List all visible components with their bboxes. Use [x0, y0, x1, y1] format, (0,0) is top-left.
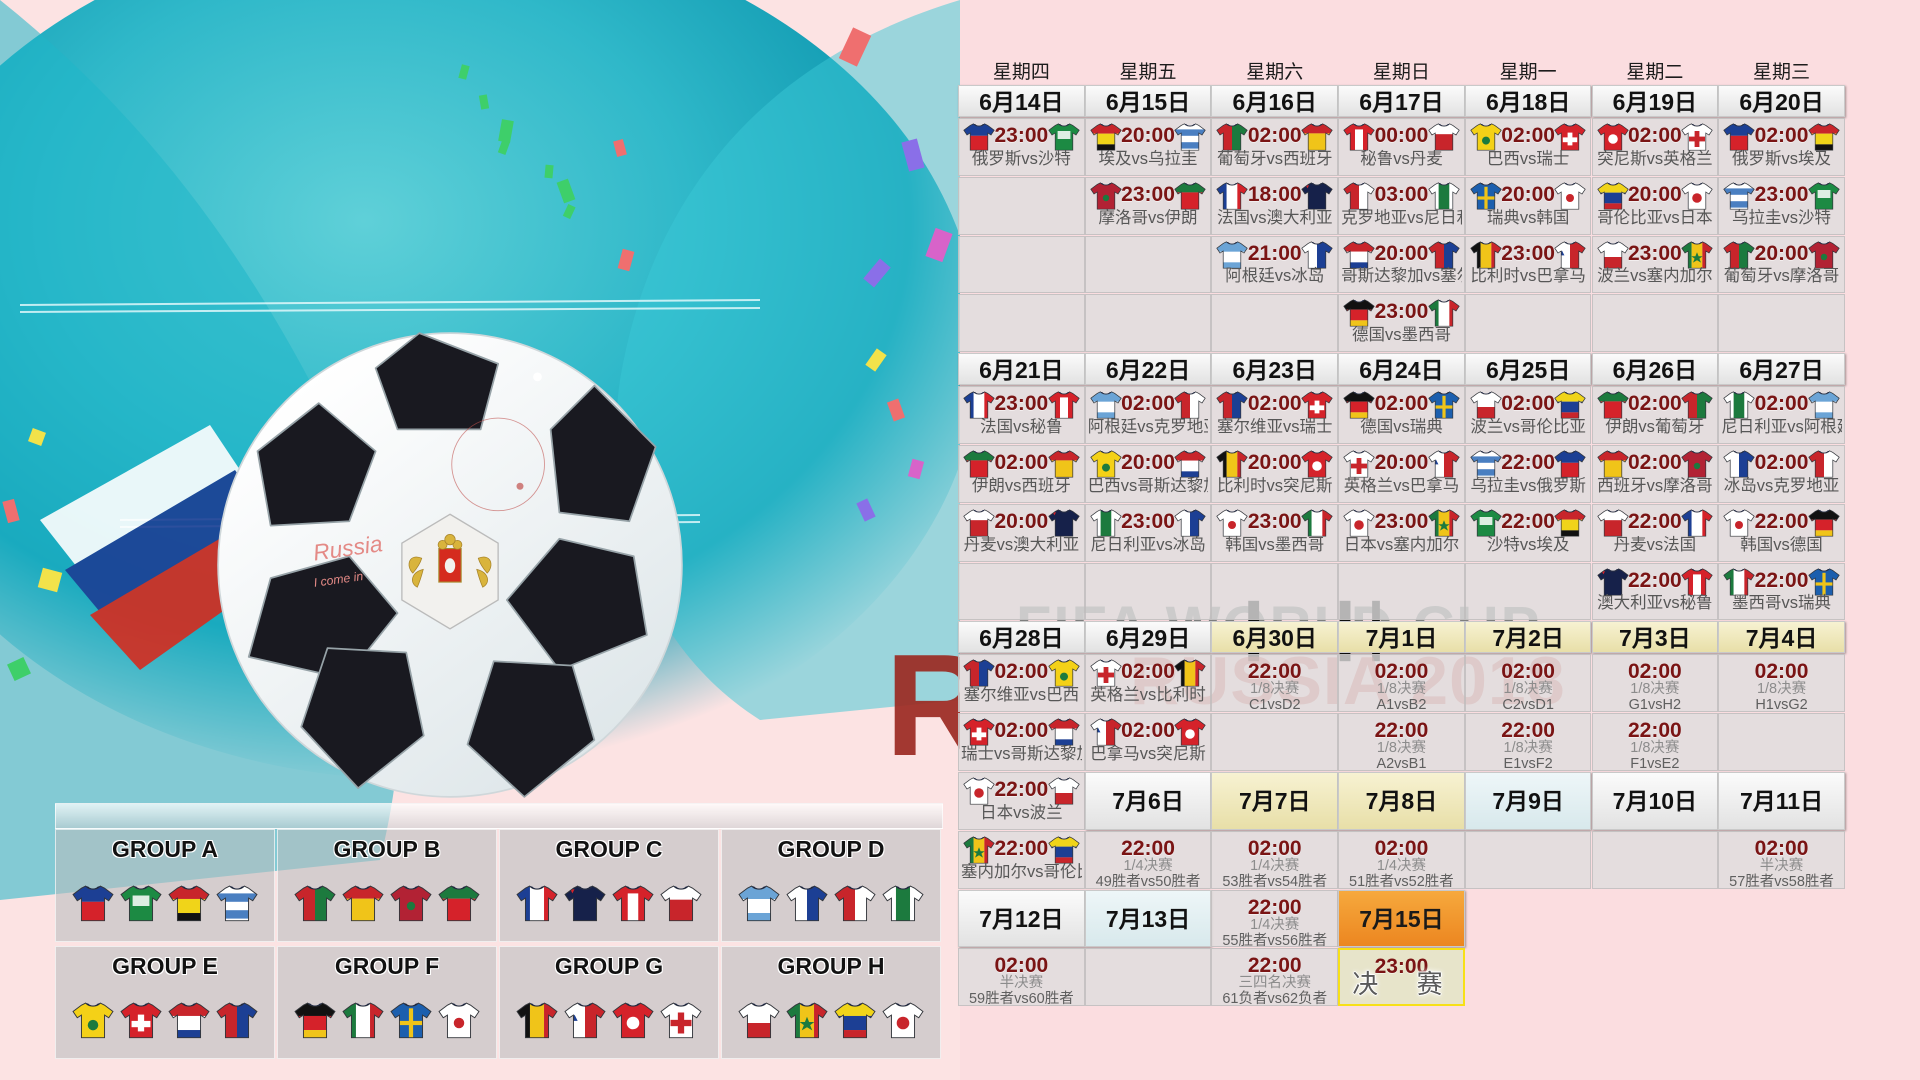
svg-text:R: R — [885, 624, 960, 786]
